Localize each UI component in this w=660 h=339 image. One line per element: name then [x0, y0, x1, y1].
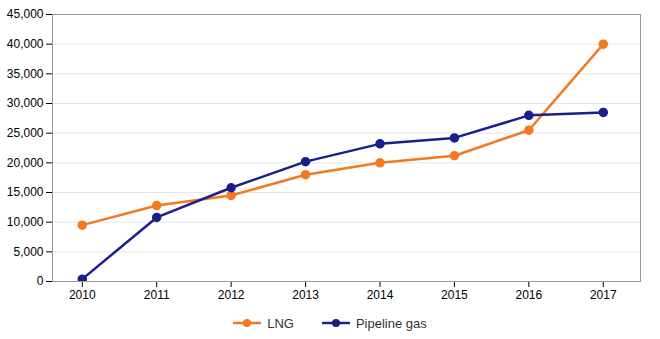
svg-text:2014: 2014 [367, 288, 394, 302]
svg-text:2017: 2017 [590, 288, 617, 302]
svg-text:20,000: 20,000 [7, 156, 44, 170]
svg-text:0: 0 [37, 274, 44, 288]
svg-text:2015: 2015 [441, 288, 468, 302]
svg-text:2010: 2010 [69, 288, 96, 302]
svg-text:25,000: 25,000 [7, 126, 44, 140]
svg-text:2016: 2016 [516, 288, 543, 302]
svg-text:15,000: 15,000 [7, 185, 44, 199]
svg-text:45,000: 45,000 [7, 7, 44, 21]
svg-text:2013: 2013 [292, 288, 319, 302]
svg-text:5,000: 5,000 [13, 245, 43, 259]
svg-text:30,000: 30,000 [7, 96, 44, 110]
svg-text:10,000: 10,000 [7, 215, 44, 229]
html-text:Pipeline gas: Pipeline gas [356, 315, 427, 331]
svg-text:2011: 2011 [144, 288, 170, 302]
svg-text:40,000: 40,000 [7, 37, 44, 51]
html-text:LNG: LNG [267, 315, 294, 331]
svg-text:35,000: 35,000 [7, 67, 44, 81]
svg-text:2012: 2012 [218, 288, 245, 302]
